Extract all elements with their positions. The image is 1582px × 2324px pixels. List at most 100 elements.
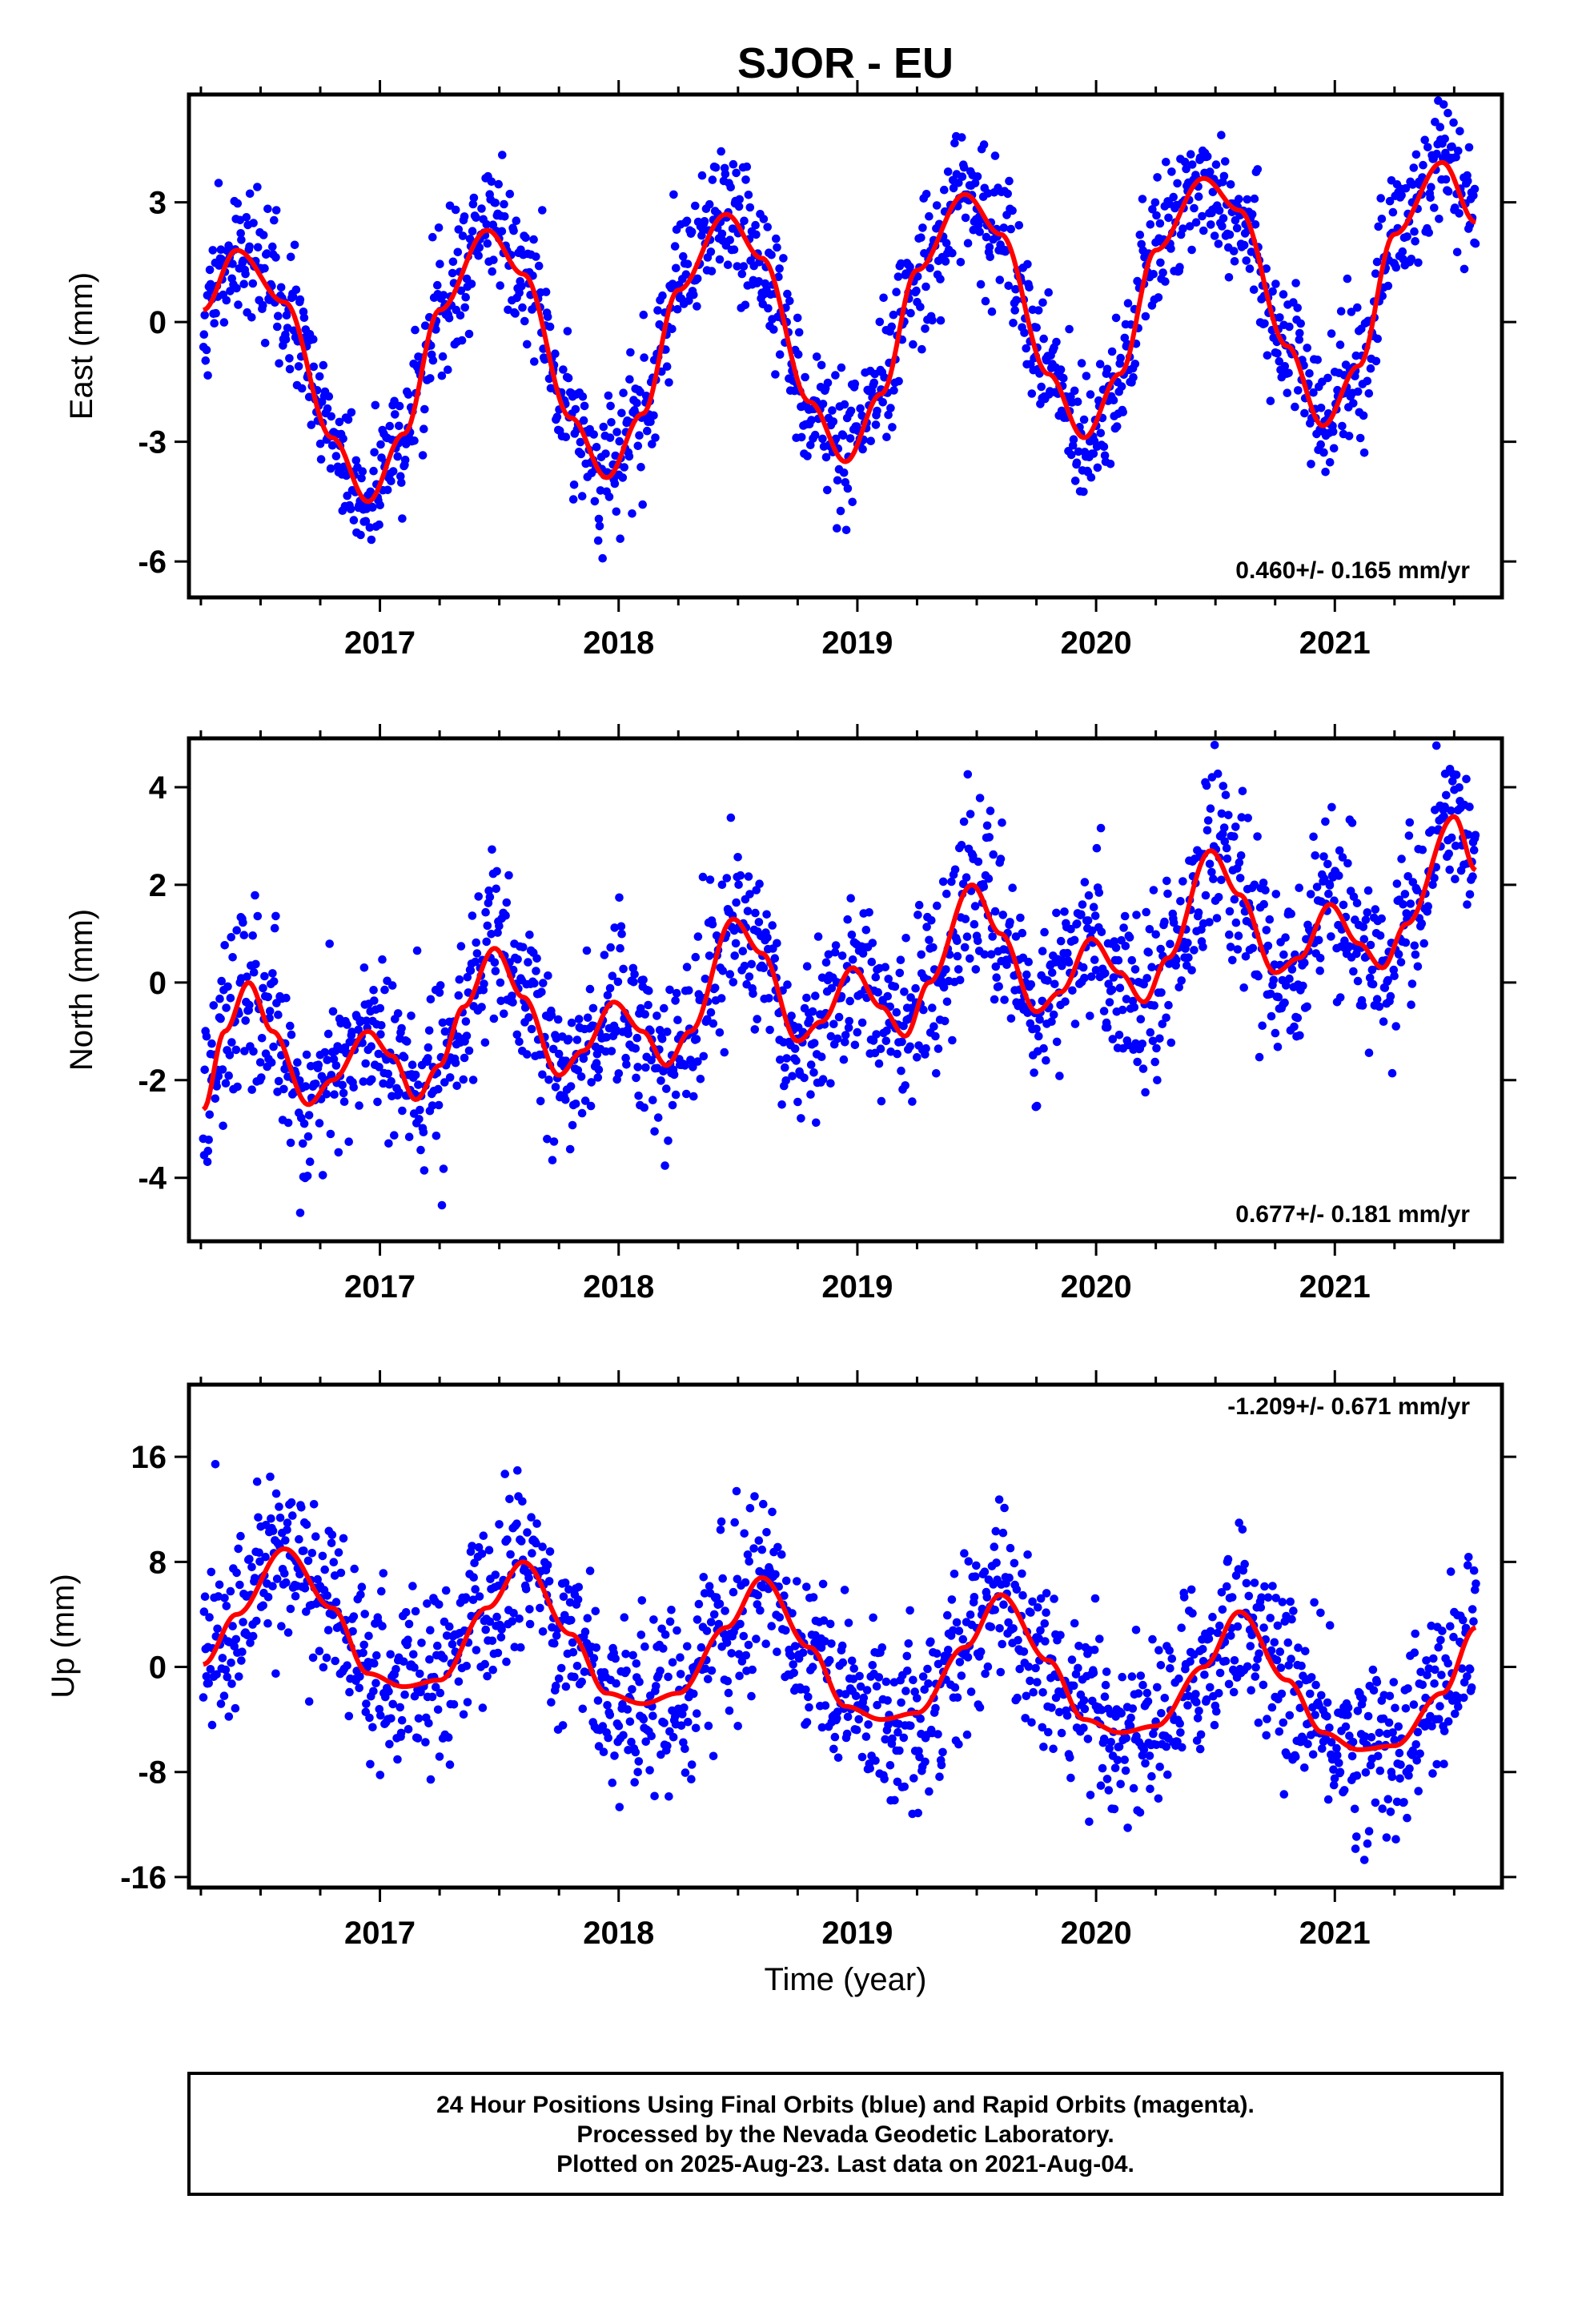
data-point xyxy=(414,1080,423,1089)
data-point xyxy=(1014,1635,1022,1645)
data-point xyxy=(725,970,735,979)
data-point xyxy=(1110,937,1119,946)
data-point xyxy=(687,1760,697,1769)
data-point xyxy=(841,525,851,535)
data-point xyxy=(576,449,586,459)
data-point xyxy=(1108,1035,1118,1043)
data-point xyxy=(647,1055,656,1065)
data-point xyxy=(445,1622,454,1631)
data-point xyxy=(1335,1767,1345,1777)
data-point xyxy=(479,986,488,995)
data-point xyxy=(620,1613,629,1622)
data-point xyxy=(1206,167,1215,176)
data-point xyxy=(607,418,616,427)
data-point xyxy=(1028,1597,1037,1606)
data-point xyxy=(593,536,603,545)
data-point xyxy=(1439,812,1448,821)
data-point xyxy=(887,322,896,332)
data-point xyxy=(1363,1839,1372,1848)
data-point xyxy=(712,1593,721,1602)
data-point xyxy=(731,939,741,948)
data-point xyxy=(1208,187,1218,197)
data-point xyxy=(1032,1024,1041,1034)
data-point xyxy=(491,1570,500,1579)
data-point xyxy=(219,318,229,327)
data-point xyxy=(741,1578,750,1587)
data-point xyxy=(1036,1594,1046,1603)
data-point xyxy=(612,428,621,436)
data-point xyxy=(488,267,496,276)
data-point xyxy=(587,1078,596,1087)
data-point xyxy=(1036,1626,1045,1635)
data-point xyxy=(1392,879,1402,888)
data-point xyxy=(463,972,472,982)
data-point xyxy=(538,1070,547,1080)
data-point xyxy=(1371,269,1380,279)
data-point xyxy=(1456,127,1464,136)
data-point xyxy=(650,1791,659,1801)
data-point xyxy=(804,1692,813,1702)
data-point xyxy=(375,1063,383,1072)
data-point xyxy=(591,1606,600,1616)
data-point xyxy=(1316,404,1326,412)
data-point xyxy=(366,487,375,497)
data-point xyxy=(1294,386,1303,395)
data-point xyxy=(424,1026,434,1035)
x-tick-label: 2020 xyxy=(1061,1916,1132,1951)
data-point xyxy=(1324,889,1333,899)
data-point xyxy=(491,199,500,207)
data-point xyxy=(435,988,444,997)
data-point xyxy=(436,259,444,269)
data-point xyxy=(1372,257,1382,267)
data-point xyxy=(991,962,1001,971)
data-point xyxy=(982,1593,992,1602)
data-point xyxy=(282,993,291,1003)
data-point xyxy=(1251,1663,1260,1672)
data-point xyxy=(529,235,538,244)
data-point xyxy=(714,1619,724,1629)
data-point xyxy=(776,1055,785,1064)
data-point xyxy=(1042,1608,1050,1617)
data-point xyxy=(369,466,378,476)
data-point xyxy=(1148,1634,1157,1644)
data-point xyxy=(953,1693,962,1702)
data-point xyxy=(1368,1665,1378,1675)
data-point xyxy=(1431,1665,1439,1675)
data-point xyxy=(1255,1052,1264,1062)
data-point xyxy=(893,1049,901,1059)
data-point xyxy=(734,202,744,211)
data-point xyxy=(692,1035,701,1043)
data-point xyxy=(323,1626,333,1634)
data-point xyxy=(612,1679,620,1688)
data-point xyxy=(1226,943,1235,951)
data-point xyxy=(994,1495,1004,1504)
data-point xyxy=(1328,427,1338,436)
data-point xyxy=(219,1691,229,1700)
data-point xyxy=(1267,1646,1276,1655)
data-point xyxy=(393,1755,402,1764)
data-point xyxy=(974,936,982,946)
data-point xyxy=(1172,955,1181,964)
data-point xyxy=(1069,1681,1078,1691)
data-point xyxy=(463,1698,472,1707)
data-point xyxy=(1013,1693,1022,1703)
data-point xyxy=(608,1778,617,1787)
data-point xyxy=(789,1668,798,1678)
data-point xyxy=(1279,290,1288,299)
data-point xyxy=(1097,927,1106,937)
data-point xyxy=(302,1050,311,1059)
data-point xyxy=(1192,1698,1201,1707)
data-point xyxy=(1360,1732,1370,1741)
data-point xyxy=(729,1587,738,1597)
data-point xyxy=(568,1647,578,1657)
data-point xyxy=(536,1096,545,1106)
data-point xyxy=(552,412,562,421)
data-point xyxy=(416,1105,424,1115)
data-point xyxy=(1311,1680,1320,1690)
data-point xyxy=(826,1031,836,1041)
data-point xyxy=(722,1638,732,1647)
data-point xyxy=(508,1617,516,1626)
data-point xyxy=(777,1100,786,1109)
data-point xyxy=(424,1054,432,1063)
data-point xyxy=(1012,296,1021,305)
